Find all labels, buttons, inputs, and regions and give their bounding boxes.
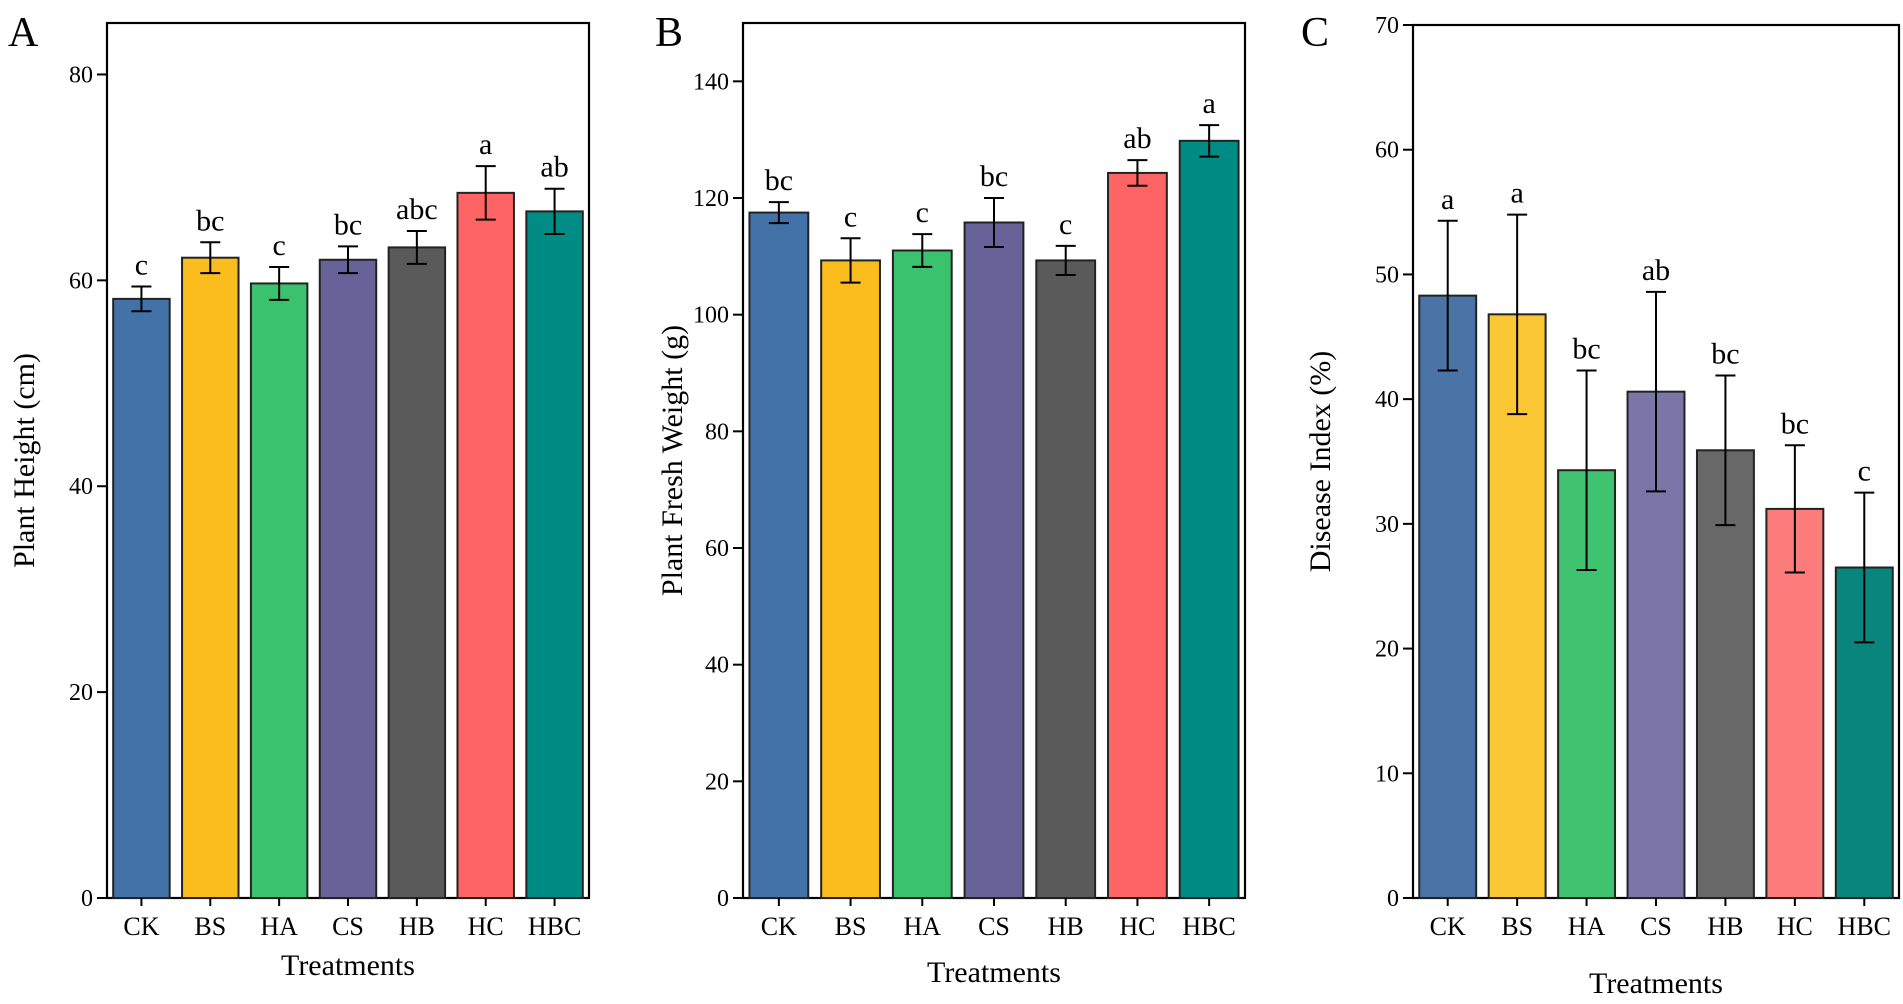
panel-c-xtick-label-bs: BS bbox=[1501, 912, 1533, 941]
panel-a-sig-ha: c bbox=[272, 229, 285, 262]
panel-a-xtick-label-hb: HB bbox=[399, 912, 435, 941]
panel-b-sig-ck: bc bbox=[765, 164, 793, 197]
panel-c-xtick-label-hb: HB bbox=[1707, 912, 1743, 941]
panel-a-sig-bs: bc bbox=[196, 204, 224, 237]
panel-b-bar-ck bbox=[748, 211, 810, 900]
panel-a-letter: A bbox=[8, 10, 39, 56]
panel-b-xtick-label-bs: BS bbox=[835, 912, 867, 941]
panel-b-xtick-label-hc: HC bbox=[1119, 912, 1155, 941]
panel-a-bar-hc bbox=[456, 191, 515, 899]
panel-c-bar-ck bbox=[1418, 294, 1478, 899]
panel-c-sig-ck: a bbox=[1441, 183, 1454, 216]
panel-c-xtick-label-ck: CK bbox=[1430, 912, 1466, 941]
panel-b-bar-hc bbox=[1107, 171, 1168, 899]
panel-b-xtick-label-cs: CS bbox=[978, 912, 1010, 941]
panel-b-sig-ha: c bbox=[916, 196, 929, 229]
panel-b-ytick-label-120: 120 bbox=[693, 186, 729, 212]
panel-c-letter: C bbox=[1301, 10, 1329, 56]
panel-a-ytick-label-20: 20 bbox=[69, 680, 93, 706]
panel-c-ytick-label-50: 50 bbox=[1375, 262, 1399, 288]
panel-b-ytick-label-100: 100 bbox=[693, 303, 729, 329]
panel-c-xtick-label-hbc: HBC bbox=[1838, 912, 1891, 941]
panel-b-sig-hc: ab bbox=[1123, 122, 1151, 155]
panel-c-sig-hbc: c bbox=[1858, 455, 1871, 488]
panel-b-bar-bs bbox=[820, 259, 881, 899]
panel-b-ytick-label-20: 20 bbox=[705, 769, 729, 795]
panel-a-bar-hbc bbox=[525, 210, 584, 900]
panel-b-xtick-label-ha: HA bbox=[904, 912, 942, 941]
panel-c-ytick-label-60: 60 bbox=[1375, 138, 1399, 164]
panel-b-sig-bs: c bbox=[844, 200, 857, 233]
panel-c-ytick-label-70: 70 bbox=[1375, 13, 1399, 39]
panel-c-sig-ha: bc bbox=[1572, 332, 1600, 365]
panel-b-bar-cs bbox=[963, 221, 1025, 899]
panel-b-sig-hb: c bbox=[1059, 208, 1072, 241]
panel-a-ytick-label-60: 60 bbox=[69, 268, 93, 294]
panel-a-xtick-label-ck: CK bbox=[123, 912, 159, 941]
panel-a-bar-ha bbox=[249, 282, 309, 899]
panel-a-bar-ck bbox=[112, 297, 171, 900]
panel-b-ytick-label-60: 60 bbox=[705, 536, 729, 562]
panel-b-xtick-label-hb: HB bbox=[1048, 912, 1084, 941]
panel-c-ytick-label-40: 40 bbox=[1375, 387, 1399, 413]
panel-c-sig-cs: ab bbox=[1642, 254, 1670, 287]
panel-a-xtick-label-hc: HC bbox=[468, 912, 504, 941]
panel-a-sig-hb: abc bbox=[396, 193, 438, 226]
panel-b-sig-cs: bc bbox=[980, 160, 1008, 193]
panel-a-xtick-label-ha: HA bbox=[260, 912, 298, 941]
panel-a-sig-hc: a bbox=[479, 128, 492, 161]
panel-a-xtick-label-cs: CS bbox=[332, 912, 364, 941]
panel-a-ylabel: Plant Height (cm) bbox=[8, 353, 41, 568]
panel-b-letter: B bbox=[655, 10, 683, 56]
panel-b-bar-ha bbox=[891, 249, 953, 899]
panel-b-xtick-label-ck: CK bbox=[761, 912, 797, 941]
panel-b-bar-hb bbox=[1035, 259, 1097, 899]
panel-a-sig-cs: bc bbox=[334, 208, 362, 241]
panel-a-bar-cs bbox=[318, 258, 378, 899]
panel-c-xtick-label-hc: HC bbox=[1777, 912, 1813, 941]
panel-a-xtick-label-hbc: HBC bbox=[528, 912, 581, 941]
panel-b-ytick-label-80: 80 bbox=[705, 419, 729, 445]
panel-a-ytick-label-40: 40 bbox=[69, 474, 93, 500]
panel-c-xtick-label-ha: HA bbox=[1568, 912, 1606, 941]
panel-c-xlabel: Treatments bbox=[1589, 967, 1723, 999]
panel-c-xtick-label-cs: CS bbox=[1640, 912, 1672, 941]
panel-b-bar-hbc bbox=[1178, 139, 1240, 900]
panel-c-ytick-label-20: 20 bbox=[1375, 637, 1399, 663]
panel-a-sig-hbc: ab bbox=[540, 151, 568, 184]
panel-c-sig-hb: bc bbox=[1711, 337, 1739, 370]
panel-c-ylabel: Disease Index (%) bbox=[1304, 351, 1337, 573]
panel-c-sig-hc: bc bbox=[1781, 407, 1809, 440]
panel-c-ytick-label-10: 10 bbox=[1375, 761, 1399, 787]
panel-b-ylabel: Plant Fresh Weight (g) bbox=[656, 325, 689, 596]
panel-c-ytick-label-30: 30 bbox=[1375, 512, 1399, 538]
panel-b-xlabel: Treatments bbox=[927, 956, 1061, 989]
panel-b-ytick-label-140: 140 bbox=[693, 69, 729, 95]
panel-a-ytick-label-0: 0 bbox=[81, 886, 93, 912]
panel-c-bar-hb bbox=[1695, 449, 1755, 899]
panel-b-ytick-label-0: 0 bbox=[717, 886, 729, 912]
panel-a-xtick-label-bs: BS bbox=[194, 912, 226, 941]
panel-c-sig-bs: a bbox=[1510, 177, 1523, 210]
panel-b-sig-hbc: a bbox=[1202, 87, 1215, 120]
panel-a-xlabel: Treatments bbox=[281, 949, 415, 982]
panel-a-bar-hb bbox=[387, 246, 447, 900]
panel-a-bar-bs bbox=[181, 256, 240, 899]
panel-a-sig-ck: c bbox=[135, 249, 148, 282]
panel-b-xtick-label-hbc: HBC bbox=[1182, 912, 1235, 941]
panel-a-ytick-label-80: 80 bbox=[69, 62, 93, 88]
panel-c-ytick-label-0: 0 bbox=[1387, 886, 1399, 912]
panel-b-ytick-label-40: 40 bbox=[705, 653, 729, 679]
